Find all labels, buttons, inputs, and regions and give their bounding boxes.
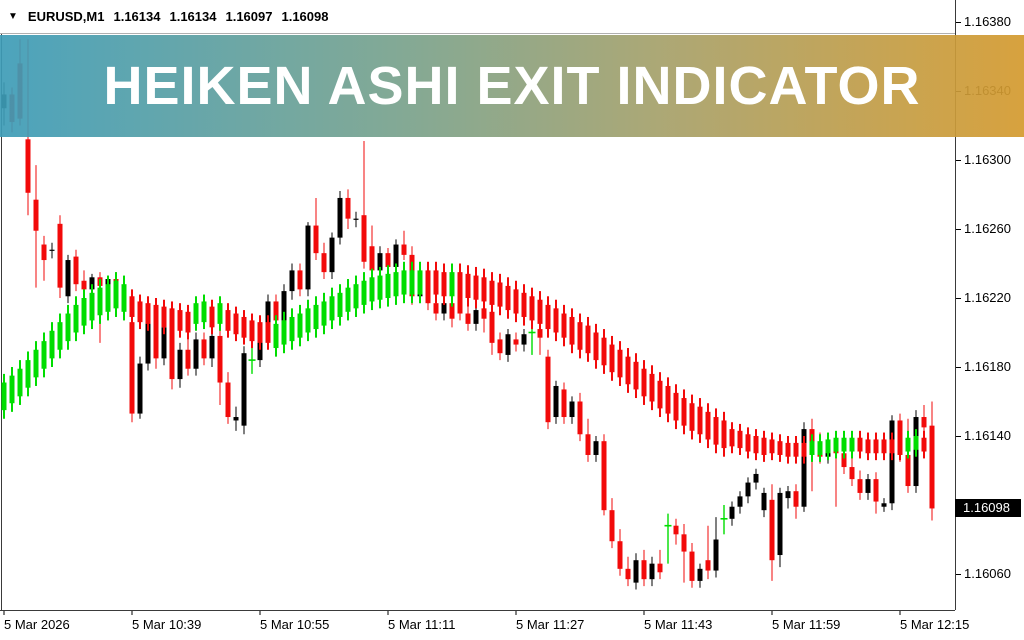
- time-label: 5 Mar 11:43: [644, 617, 713, 632]
- symbol-period-label: EURUSD,M1: [27, 9, 105, 24]
- price-label: 1.16300: [964, 152, 1011, 167]
- price-label: 1.16060: [964, 566, 1011, 581]
- time-label: 5 Mar 12:15: [900, 617, 970, 632]
- time-label: 5 Mar 10:55: [260, 617, 330, 632]
- time-label: 5 Mar 11:59: [772, 617, 841, 632]
- price-label: 1.16260: [964, 221, 1011, 236]
- quote-close: 1.16098: [281, 9, 329, 24]
- time-label: 5 Mar 10:39: [132, 617, 202, 632]
- time-label: 5 Mar 2026: [4, 617, 70, 632]
- quote-low: 1.16097: [225, 9, 273, 24]
- price-label: 1.16180: [964, 359, 1011, 374]
- current-price-tag: 1.16098: [955, 499, 1021, 518]
- price-label: 1.16220: [964, 290, 1011, 305]
- price-label: 1.16380: [964, 14, 1011, 29]
- symbol-dropdown-icon[interactable]: ▼: [8, 11, 18, 22]
- indicator-banner: HEIKEN ASHI EXIT INDICATOR: [0, 35, 1024, 137]
- time-label: 5 Mar 11:11: [388, 617, 456, 632]
- quote-open: 1.16134: [113, 9, 161, 24]
- quote-high: 1.16134: [169, 9, 217, 24]
- price-label: 1.16140: [964, 428, 1011, 443]
- quote-bar: ▼ EURUSD,M1 1.16134 1.16134 1.16097 1.16…: [0, 0, 955, 33]
- time-label: 5 Mar 11:27: [516, 617, 585, 632]
- banner-title: HEIKEN ASHI EXIT INDICATOR: [103, 56, 921, 116]
